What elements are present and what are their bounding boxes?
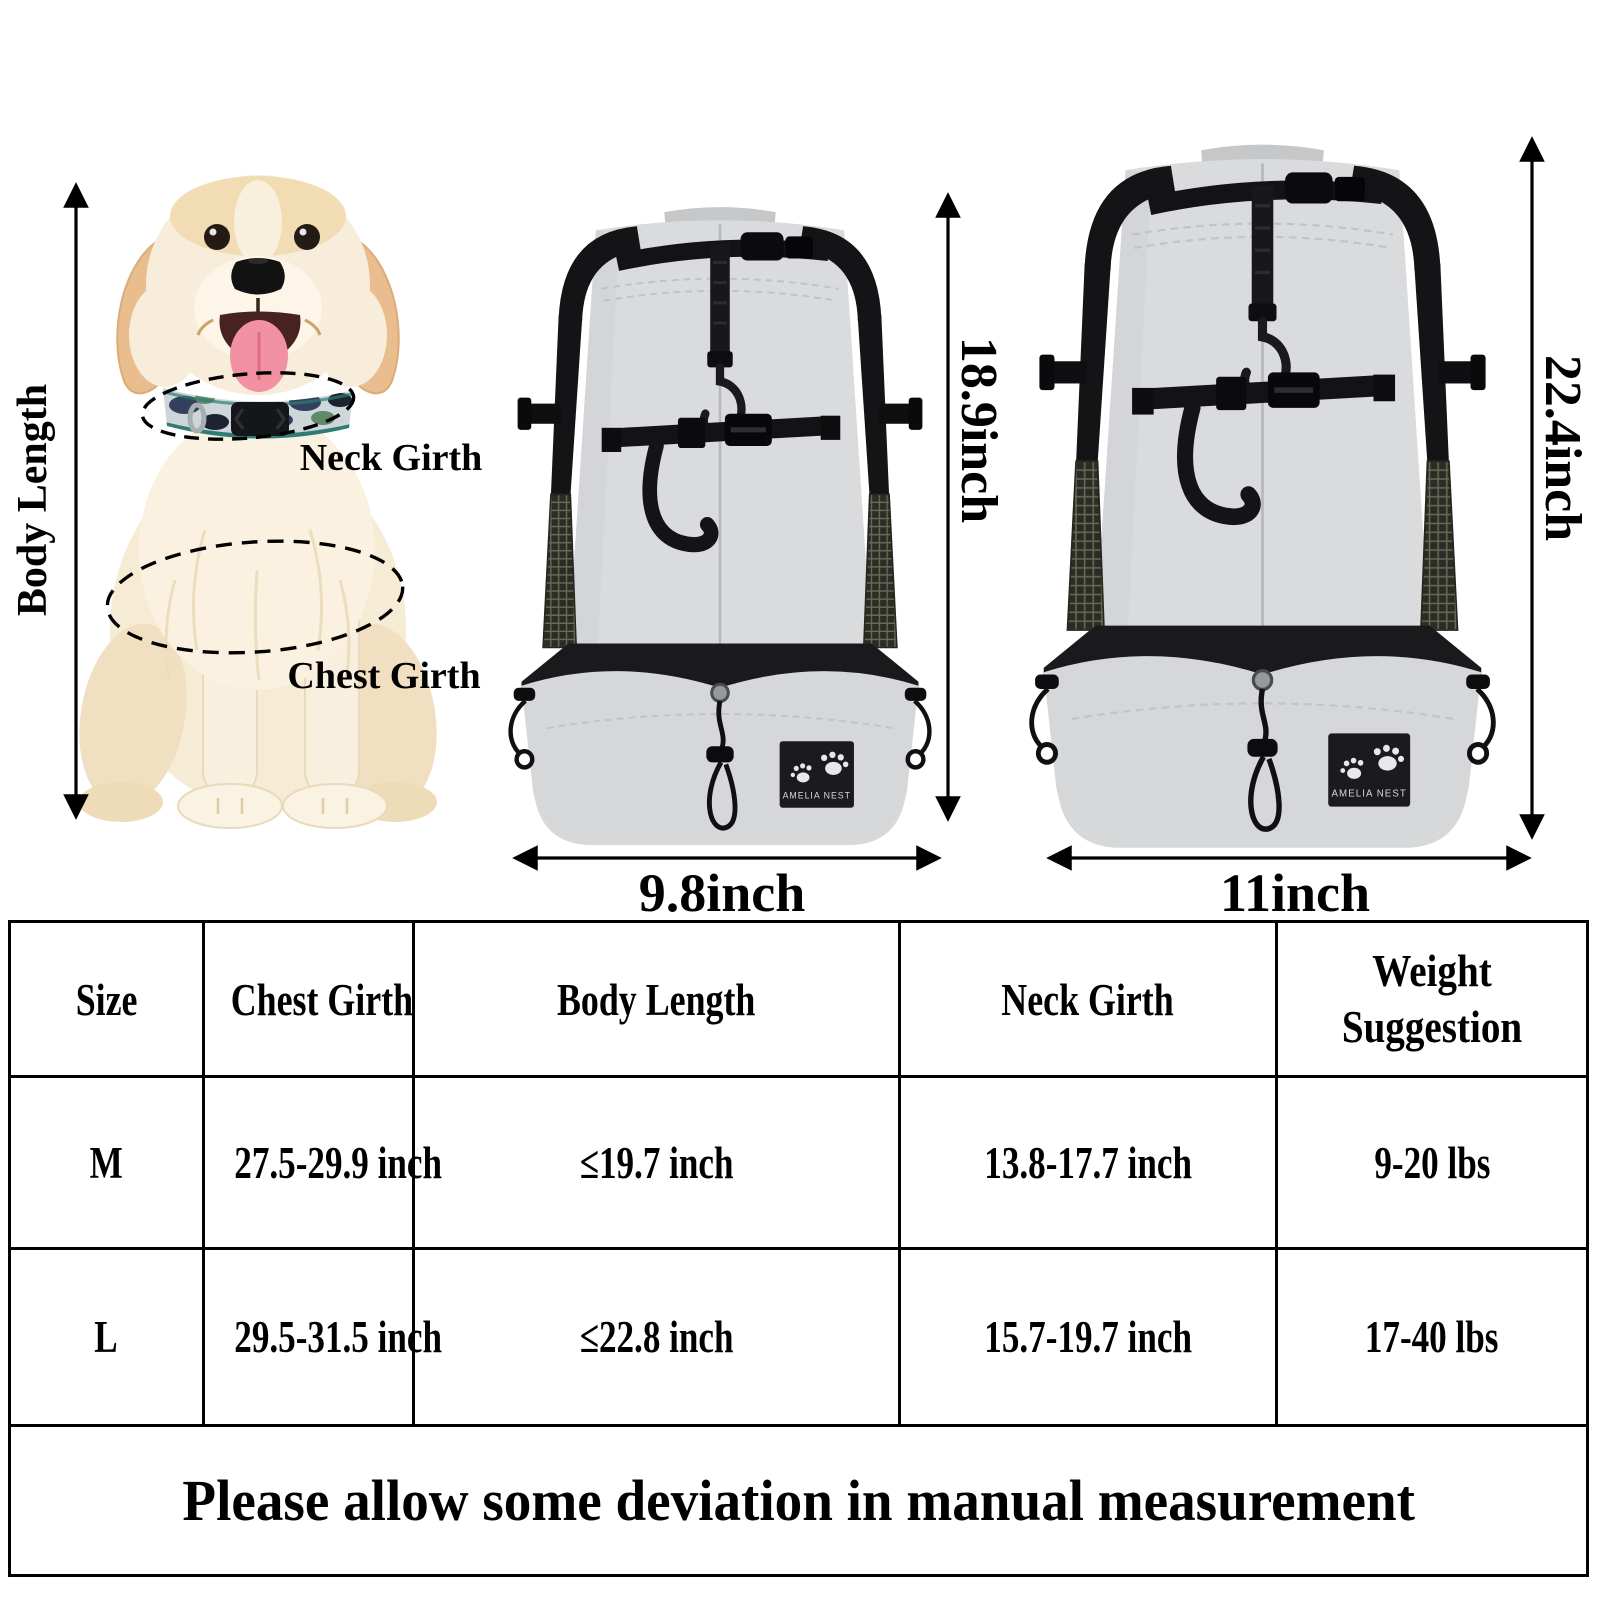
carrier-backpack-medium: AMELIA NEST <box>500 192 940 847</box>
value-l-size: L <box>94 1312 119 1362</box>
cell-l-body: ≤22.8 inch <box>412 1247 901 1427</box>
backpack-graphic <box>511 207 930 845</box>
body-length-label: Body Length <box>10 384 56 616</box>
value-l-body: ≤22.8 inch <box>579 1312 734 1362</box>
table-row-size-m: M 27.5-29.9 inch ≤19.7 inch 13.8-17.7 in… <box>8 1075 1589 1250</box>
dog-collar <box>163 388 353 439</box>
table-row-size-l: L 29.5-31.5 inch ≤22.8 inch 15.7-19.7 in… <box>8 1247 1589 1427</box>
header-weight-suggestion-label: Weight Suggestion <box>1341 944 1523 1052</box>
header-chest-girth: Chest Girth <box>202 920 415 1078</box>
value-l-neck: 15.7-19.7 inch <box>984 1312 1192 1362</box>
value-m-body: ≤19.7 inch <box>579 1137 734 1188</box>
size-chart-table: Size Chest Girth Body Length Neck Girth … <box>8 920 1589 1577</box>
carrier-backpack-large: AMELIA NEST <box>1020 128 1505 850</box>
dog-eye-right <box>294 224 320 250</box>
table-header-row: Size Chest Girth Body Length Neck Girth … <box>8 920 1589 1078</box>
table-note-row: Please allow some deviation in manual me… <box>8 1424 1589 1577</box>
header-weight-suggestion: Weight Suggestion <box>1275 920 1589 1078</box>
measurement-note: Please allow some deviation in manual me… <box>182 1468 1415 1533</box>
cell-m-body: ≤19.7 inch <box>412 1075 901 1250</box>
header-chest-girth-label: Chest Girth <box>230 973 414 1025</box>
header-size-label: Size <box>75 973 138 1025</box>
cell-l-size: L <box>8 1247 205 1427</box>
header-body-length-label: Body Length <box>557 973 756 1025</box>
cell-l-neck: 15.7-19.7 inch <box>898 1247 1278 1427</box>
value-m-neck: 13.8-17.7 inch <box>984 1137 1192 1188</box>
backpack-graphic <box>1032 145 1494 848</box>
header-body-length: Body Length <box>412 920 901 1078</box>
measurement-note-cell: Please allow some deviation in manual me… <box>8 1424 1589 1577</box>
brand-label: AMELIA NEST <box>783 791 851 801</box>
header-neck-girth: Neck Girth <box>898 920 1278 1078</box>
dog-head <box>116 175 400 395</box>
header-neck-girth-label: Neck Girth <box>1001 973 1175 1025</box>
cell-m-weight: 9-20 lbs <box>1275 1075 1589 1250</box>
cell-l-weight: 17-40 lbs <box>1275 1247 1589 1427</box>
bag-l-width-label: 11inch <box>1220 863 1370 912</box>
dog-nose <box>231 258 285 295</box>
value-m-chest: 27.5-29.9 inch <box>234 1137 442 1188</box>
cell-l-chest: 29.5-31.5 inch <box>202 1247 442 1427</box>
bag-m-width-label: 9.8inch <box>639 863 806 912</box>
bag-l-height-label: 22.4inch <box>1534 355 1591 541</box>
bag-m-height-label: 18.9inch <box>950 337 1007 523</box>
value-m-weight: 9-20 lbs <box>1373 1137 1491 1188</box>
brand-label: AMELIA NEST <box>1332 789 1407 800</box>
cell-m-size: M <box>8 1075 205 1250</box>
puppy-photo <box>79 175 437 829</box>
value-m-size: M <box>89 1137 124 1188</box>
cell-m-chest: 27.5-29.9 inch <box>202 1075 442 1250</box>
dog-eye-left <box>204 224 230 250</box>
value-l-weight: 17-40 lbs <box>1365 1312 1499 1362</box>
header-size: Size <box>8 920 205 1078</box>
cell-m-neck: 13.8-17.7 inch <box>898 1075 1278 1250</box>
dog-body <box>79 410 437 829</box>
collar-buckle <box>231 402 289 436</box>
value-l-chest: 29.5-31.5 inch <box>234 1312 442 1362</box>
